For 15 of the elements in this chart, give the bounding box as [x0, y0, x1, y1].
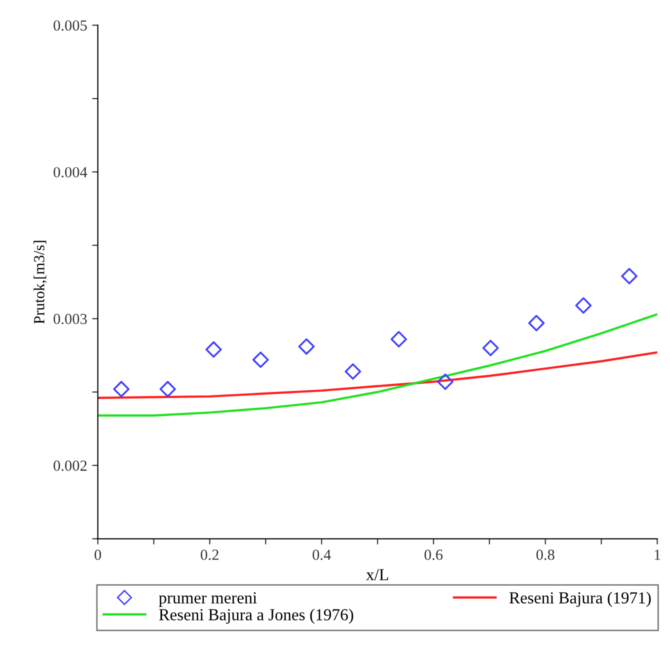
x-tick-label: 0.8: [536, 550, 554, 560]
x-tick-label: 0.6: [424, 550, 443, 560]
y-tick-label: 0.003: [54, 314, 87, 324]
x-axis-title: x/L: [366, 569, 388, 580]
y-axis-title: Prutok,[m3/s]: [34, 240, 47, 324]
legend-label: Reseni Bajura a Jones (1976): [159, 608, 354, 624]
y-tick-label: 0.002: [54, 460, 87, 471]
x-tick-label: 0.2: [200, 550, 218, 560]
x-tick-label: 0: [94, 550, 102, 560]
legend-label: Reseni Bajura (1971): [509, 592, 651, 607]
legend-label: prumer mereni: [158, 592, 257, 607]
y-tick-label: 0.004: [54, 167, 88, 178]
x-tick-label: 0.4: [312, 550, 331, 560]
y-tick-label: 0.005: [54, 20, 87, 31]
x-tick-label: 1: [654, 550, 660, 560]
